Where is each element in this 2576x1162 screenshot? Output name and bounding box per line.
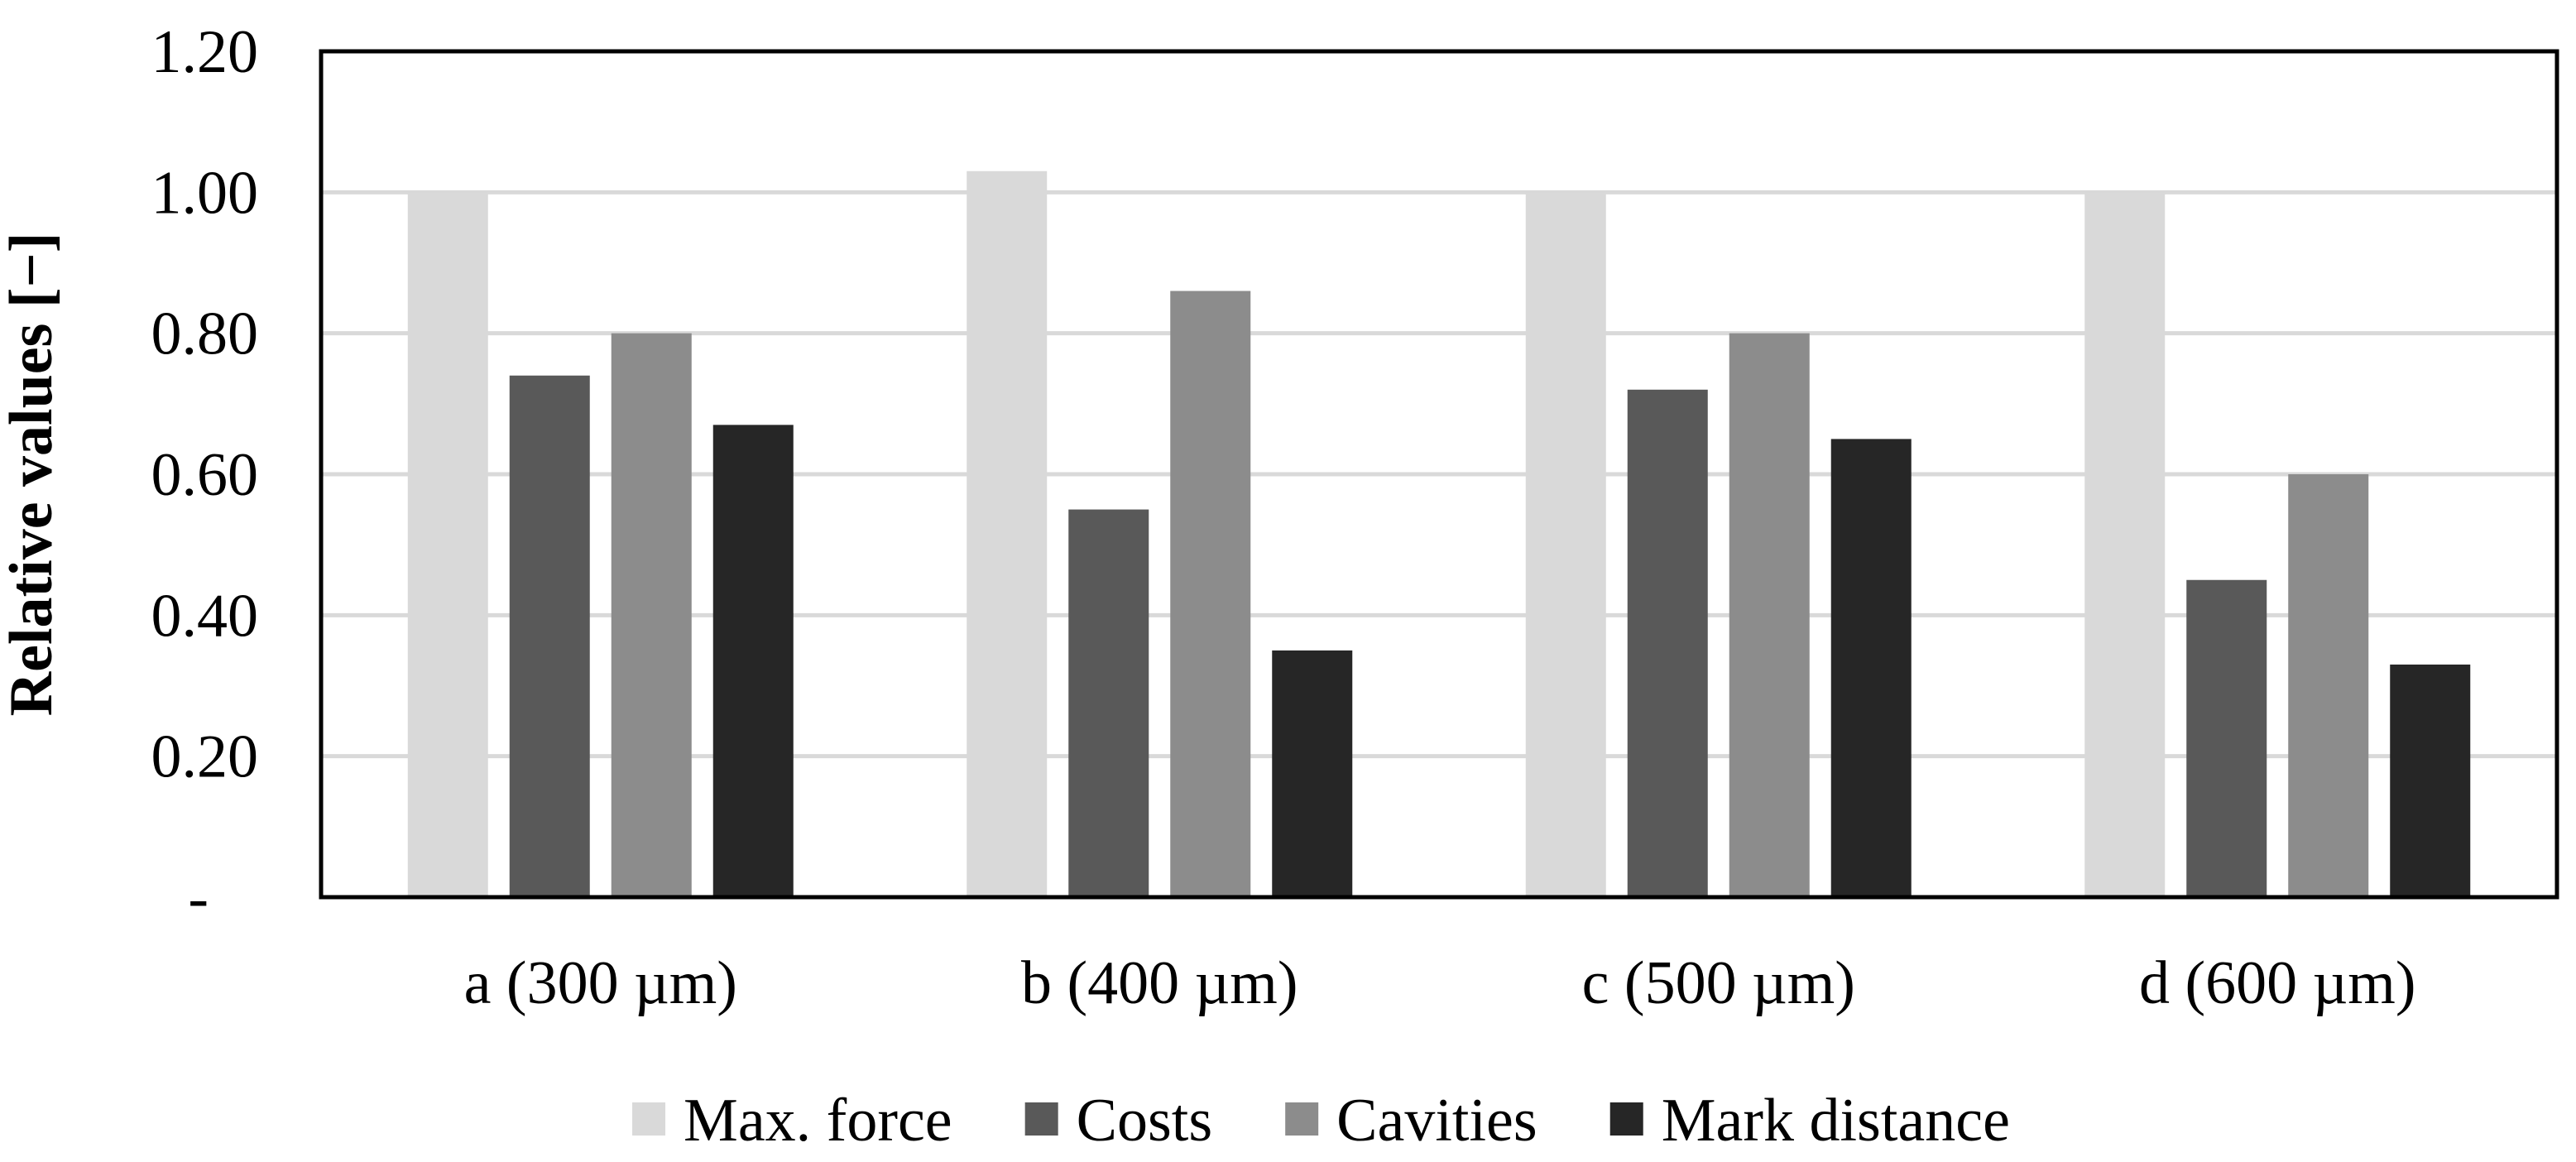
y-tick-label: 0.80 bbox=[151, 300, 259, 368]
legend-label: Mark distance bbox=[1662, 1087, 2010, 1155]
legend-label: Max. force bbox=[684, 1087, 952, 1155]
legend-swatch-max-force bbox=[632, 1102, 666, 1136]
bars bbox=[407, 170, 2471, 898]
bar-mark-distance-1 bbox=[712, 425, 794, 897]
y-axis-title: Relative values [−] bbox=[0, 233, 65, 717]
y-tick-label: 0.40 bbox=[151, 582, 259, 650]
x-axis-ticks: a (300 µm) b (400 µm) c (500 µm) d (600 µm) bbox=[464, 949, 2416, 1017]
bar-max-force-4 bbox=[2084, 192, 2166, 898]
y-tick-label: - bbox=[188, 864, 209, 932]
bar-cavities-3 bbox=[1729, 333, 1810, 898]
bar-costs-1 bbox=[509, 375, 590, 897]
bar-cavities-2 bbox=[1170, 290, 1251, 898]
bar-mark-distance-3 bbox=[1830, 439, 1912, 897]
legend-swatch-costs bbox=[1024, 1102, 1058, 1136]
y-tick-label: 1.20 bbox=[151, 18, 259, 86]
legend-swatch-mark-distance bbox=[1609, 1102, 1643, 1136]
bar-cavities-1 bbox=[611, 333, 692, 898]
x-tick-label: d (600 µm) bbox=[2139, 949, 2415, 1017]
y-tick-label: 0.60 bbox=[151, 441, 259, 509]
y-axis-ticks: - 0.20 0.40 0.60 0.80 1.00 1.20 bbox=[151, 18, 259, 932]
bar-costs-4 bbox=[2186, 579, 2267, 897]
bar-max-force-1 bbox=[407, 192, 488, 898]
x-tick-label: c (500 µm) bbox=[1582, 949, 1855, 1017]
y-tick-label: 0.20 bbox=[151, 723, 259, 791]
bar-costs-2 bbox=[1068, 509, 1149, 897]
x-tick-label: a (300 µm) bbox=[464, 949, 737, 1017]
plot-area-frame bbox=[319, 49, 2559, 900]
legend-label: Cavities bbox=[1336, 1087, 1537, 1155]
x-tick-label: b (400 µm) bbox=[1021, 949, 1298, 1017]
legend-swatch-cavities bbox=[1285, 1102, 1319, 1136]
legend: Max. force Costs Cavities Mark distance bbox=[632, 1087, 2010, 1155]
gridlines bbox=[321, 190, 2557, 759]
bar-costs-3 bbox=[1627, 389, 1708, 897]
bar-mark-distance-4 bbox=[2390, 664, 2471, 897]
bar-mark-distance-2 bbox=[1272, 650, 1353, 897]
legend-label: Costs bbox=[1077, 1087, 1213, 1155]
bar-max-force-3 bbox=[1525, 192, 1606, 898]
bar-cavities-4 bbox=[2288, 474, 2369, 897]
bar-max-force-2 bbox=[967, 170, 1048, 898]
y-tick-label: 1.00 bbox=[151, 159, 259, 227]
